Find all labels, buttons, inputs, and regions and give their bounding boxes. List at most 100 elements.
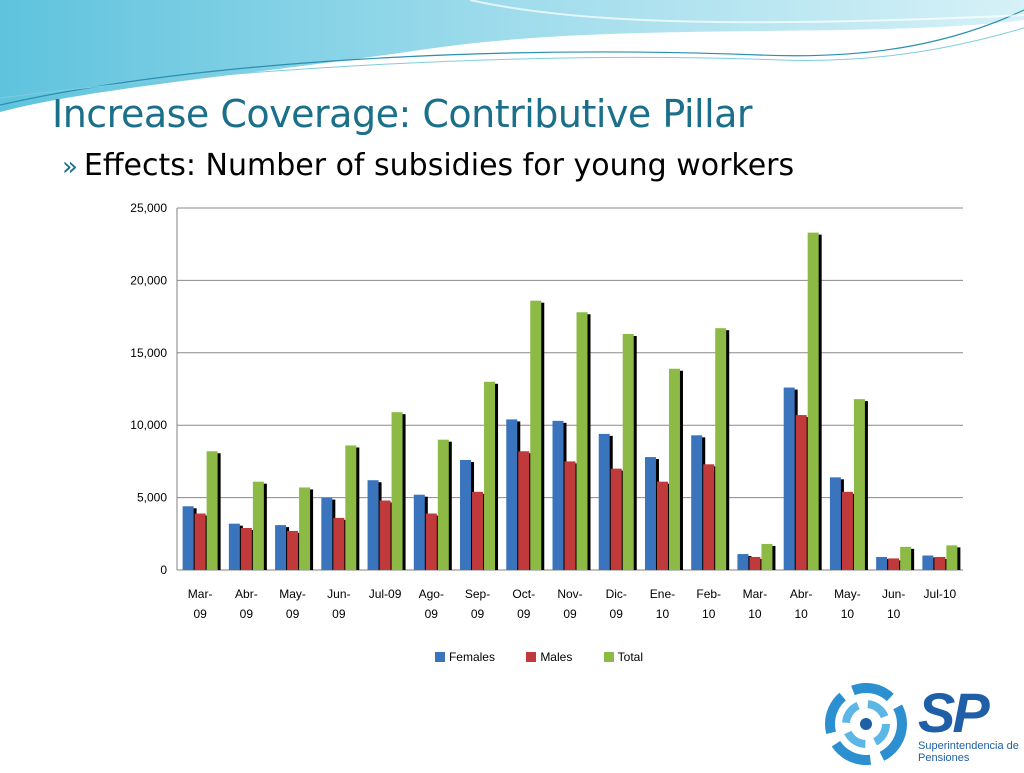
- bar-females: [367, 480, 379, 570]
- bar-total: [900, 546, 912, 570]
- bar-total: [853, 399, 865, 570]
- bar-total: [530, 300, 542, 570]
- bar-males: [888, 558, 900, 570]
- x-tick-label-line2: 09: [240, 607, 254, 621]
- legend-label-females: Females: [448, 650, 495, 664]
- legend-swatch-females: [434, 652, 445, 662]
- bar-males: [749, 556, 761, 570]
- bar-total: [715, 328, 727, 570]
- legend-item-females: Females: [434, 650, 495, 664]
- header-wave-decoration: [0, 0, 1024, 112]
- x-tick-label: Oct-: [512, 587, 535, 601]
- bar-total: [622, 333, 634, 570]
- bar-females: [275, 525, 287, 570]
- slide-title: Increase Coverage: Contributive Pillar: [52, 92, 753, 136]
- x-tick-label: Jul-09: [369, 587, 402, 601]
- x-tick-label: Mar-: [188, 587, 213, 601]
- bullet-mark: »: [62, 152, 78, 182]
- y-tick-label: 20,000: [130, 273, 167, 287]
- bar-males: [333, 517, 345, 570]
- bar-females: [182, 506, 194, 570]
- x-tick-label-line2: 09: [193, 607, 207, 621]
- bullet-text: Effects: Number of subsidies for young w…: [83, 148, 795, 183]
- bar-total: [668, 368, 680, 570]
- bar-total: [807, 232, 819, 570]
- legend-item-total: Total: [603, 650, 644, 664]
- bar-males: [194, 513, 206, 570]
- y-tick-label: 15,000: [130, 346, 167, 360]
- x-tick-label: Jun-: [882, 587, 905, 601]
- bar-males: [610, 468, 622, 570]
- bar-total: [484, 381, 496, 570]
- sp-logo-emblem: [825, 683, 907, 765]
- x-tick-label: Feb-: [696, 587, 721, 601]
- x-tick-label: May-: [834, 587, 861, 601]
- bar-males: [472, 491, 484, 570]
- legend-swatch-total: [603, 652, 614, 662]
- x-tick-label-line2: 10: [794, 607, 808, 621]
- x-tick-label: May-: [279, 587, 306, 601]
- bar-total: [345, 445, 357, 570]
- bar-females: [644, 457, 656, 570]
- bar-males: [564, 461, 576, 570]
- legend-label-males: Males: [540, 650, 573, 664]
- x-tick-label: Ago-: [419, 587, 444, 601]
- bar-females: [228, 523, 240, 570]
- chart-legend: Females Males Total: [105, 650, 973, 664]
- bar-total: [437, 439, 449, 570]
- x-tick-label-line2: 09: [286, 607, 300, 621]
- bar-males: [518, 451, 530, 570]
- bar-females: [737, 554, 749, 570]
- x-tick-label-line2: 09: [332, 607, 346, 621]
- logo-subtitle-line1: Superintendencia de: [918, 740, 1019, 752]
- bar-males: [240, 528, 252, 570]
- bar-total: [299, 487, 311, 570]
- bar-total: [206, 451, 218, 570]
- bar-males: [795, 415, 807, 570]
- bar-total: [576, 312, 588, 570]
- x-tick-label-line2: 10: [841, 607, 855, 621]
- bar-females: [783, 387, 795, 570]
- y-tick-label: 10,000: [130, 418, 167, 432]
- bar-females: [413, 494, 425, 570]
- bar-males: [656, 481, 668, 570]
- x-tick-label: Nov-: [557, 587, 582, 601]
- bullet-item: » Effects: Number of subsidies for young …: [62, 148, 794, 183]
- x-tick-label-line2: 10: [656, 607, 670, 621]
- bar-males: [703, 464, 715, 570]
- legend-label-total: Total: [617, 650, 644, 664]
- x-tick-label: Jul-10: [924, 587, 957, 601]
- x-tick-label: Dic-: [606, 587, 627, 601]
- bar-total: [946, 545, 958, 570]
- legend-swatch-males: [526, 652, 537, 662]
- sp-logo: SP Superintendencia de Pensiones: [818, 678, 1024, 768]
- bar-females: [460, 459, 472, 570]
- x-tick-label-line2: 10: [748, 607, 762, 621]
- x-tick-label-line2: 10: [702, 607, 716, 621]
- x-tick-label-line2: 09: [563, 607, 577, 621]
- bar-females: [552, 420, 564, 570]
- bar-females: [691, 435, 703, 570]
- x-tick-label-line2: 09: [425, 607, 439, 621]
- bar-total: [252, 481, 264, 570]
- y-tick-label: 0: [160, 563, 167, 577]
- bar-females: [321, 497, 333, 570]
- legend-item-males: Males: [526, 650, 572, 664]
- bar-females: [506, 419, 518, 570]
- bar-males: [841, 491, 853, 570]
- bar-males: [425, 513, 437, 570]
- bar-males: [934, 556, 946, 570]
- x-tick-label: Abr-: [235, 587, 258, 601]
- x-tick-label-line2: 10: [887, 607, 901, 621]
- bar-chart-plot: 0 5,000 10,000 15,000 20,000 25,000 Mar- 09 Abr-…: [130, 201, 963, 621]
- y-tick-label: 5,000: [137, 491, 167, 505]
- x-tick-label: Ene-: [650, 587, 675, 601]
- bar-total: [391, 412, 403, 570]
- x-tick-label: Sep-: [465, 587, 490, 601]
- bar-total: [761, 543, 773, 570]
- logo-letters: SP: [918, 681, 990, 744]
- bar-males: [379, 500, 391, 570]
- x-tick-label: Jun-: [327, 587, 350, 601]
- bar-females: [876, 556, 888, 570]
- bar-chart: 0 5,000 10,000 15,000 20,000 25,000 Mar- 09 Abr-…: [105, 192, 973, 682]
